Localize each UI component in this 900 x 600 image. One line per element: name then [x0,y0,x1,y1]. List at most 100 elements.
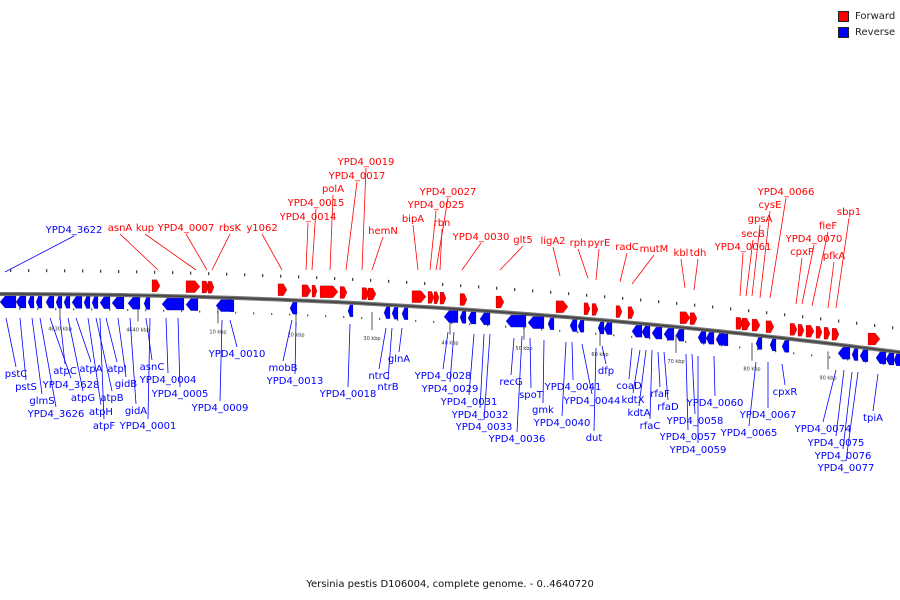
tick-mark [64,269,66,273]
tick-mark [820,317,822,321]
tick-mark [298,275,300,279]
tick-mark [451,322,453,325]
leader-line [601,345,607,365]
gene-label-YPD4_0001: YPD4_0001 [119,421,177,432]
gene-label-glmS: glmS [29,396,54,407]
reverse-gene [705,332,715,345]
gene-label-YPD4_3628: YPD4_3628 [42,380,100,391]
leader-line [680,258,686,289]
tick-mark [847,358,849,361]
gene-label-YPD4_0060: YPD4_0060 [686,398,744,409]
gene-label-YPD4_0004: YPD4_0004 [139,375,197,386]
leader-line [751,224,761,297]
leader-line [552,246,561,277]
tick-mark [208,272,210,276]
gene-label-gpsA: gpsA [748,214,773,225]
reverse-gene [505,314,527,328]
forward-gene [591,303,599,316]
leader-line [294,321,297,375]
tick-mark [262,273,264,277]
leader-line [468,333,475,396]
forward-gene [735,317,744,330]
leader-line [378,327,387,370]
gene-label-YPD4_0032: YPD4_0032 [451,410,509,421]
reverse-gene [459,311,467,324]
leader-line [19,317,27,381]
forward-gene [411,290,427,303]
leader-line [371,236,384,271]
tick-mark [316,276,318,280]
leader-line [165,317,169,374]
leader-line [442,331,449,370]
gene-label-atpC: atpC [53,366,76,377]
forward-gene [207,280,215,294]
reverse-gene [391,306,399,320]
reverse-gene [71,296,83,309]
reverse-gene [675,329,685,342]
tick-mark [172,271,174,275]
gene-label-ntrB: ntrB [377,382,398,393]
gene-label-YPD4_0070: YPD4_0070 [785,234,843,245]
gene-label-atpI: atpI [107,364,126,375]
gene-label-rfaF: rfaF [650,389,670,400]
tick-mark [496,286,498,290]
gene-label-YPD4_0009: YPD4_0009 [191,403,249,414]
leader-line [145,317,153,361]
leader-line [595,248,600,281]
tick-mark [514,288,516,292]
reverse-gene [769,338,777,352]
leader-line [461,242,482,271]
forward-gene [831,328,840,341]
leader-line [845,371,859,462]
tick-mark [199,310,201,313]
leader-line [781,363,786,386]
scale-label: 80 kbp [743,367,760,373]
forward-gene [789,323,798,336]
forward-gene [277,283,288,296]
forward-gene [741,317,751,331]
reverse-gene [663,327,675,341]
leader-line [185,233,208,271]
gene-label-gidB: gidB [115,379,137,390]
tick-mark [181,310,183,313]
reverse-gene [603,322,613,335]
tick-mark [874,323,876,327]
backbone-line [0,293,900,354]
forward-gene [815,326,823,339]
scale-label: 4640 kbp [126,327,150,333]
gene-label-polA: polA [322,184,344,195]
gene-label-YPD4_0059: YPD4_0059 [669,445,727,456]
reverse-gene [851,348,859,361]
gene-label-YPD4_0065: YPD4_0065 [720,428,778,439]
reverse-gene [641,325,651,339]
gene-label-spoT: spoT [519,390,544,401]
reverse-gene [479,312,491,326]
leader-line [105,317,118,363]
forward-gene [555,300,569,313]
leader-line [229,319,238,348]
reverse-gene [27,295,35,309]
leader-line [219,319,223,402]
leader-line [631,254,655,285]
tick-mark [343,316,345,319]
tick-mark [883,362,885,365]
tick-mark [469,323,471,326]
map-caption: Yersinia pestis D106004, complete genome… [306,579,594,590]
gene-label-YPD4_0036: YPD4_0036 [488,434,546,445]
forward-gene [439,291,447,305]
tick-mark [613,334,615,337]
leader-line [638,349,647,407]
tick-mark [109,308,111,311]
reverse-gene [569,319,578,332]
gene-label-atpF: atpF [93,421,115,432]
leader-line [261,233,283,271]
gene-label-atpG: atpG [71,393,95,404]
tick-mark [532,289,534,293]
tick-mark [829,356,831,359]
leader-line [345,181,358,271]
gene-label-gidA: gidA [125,406,147,417]
scale-label: 30 kbp [363,336,380,342]
leader-line [577,248,589,279]
legend-reverse: Reverse [838,24,895,40]
legend: Forward Reverse [838,8,895,40]
